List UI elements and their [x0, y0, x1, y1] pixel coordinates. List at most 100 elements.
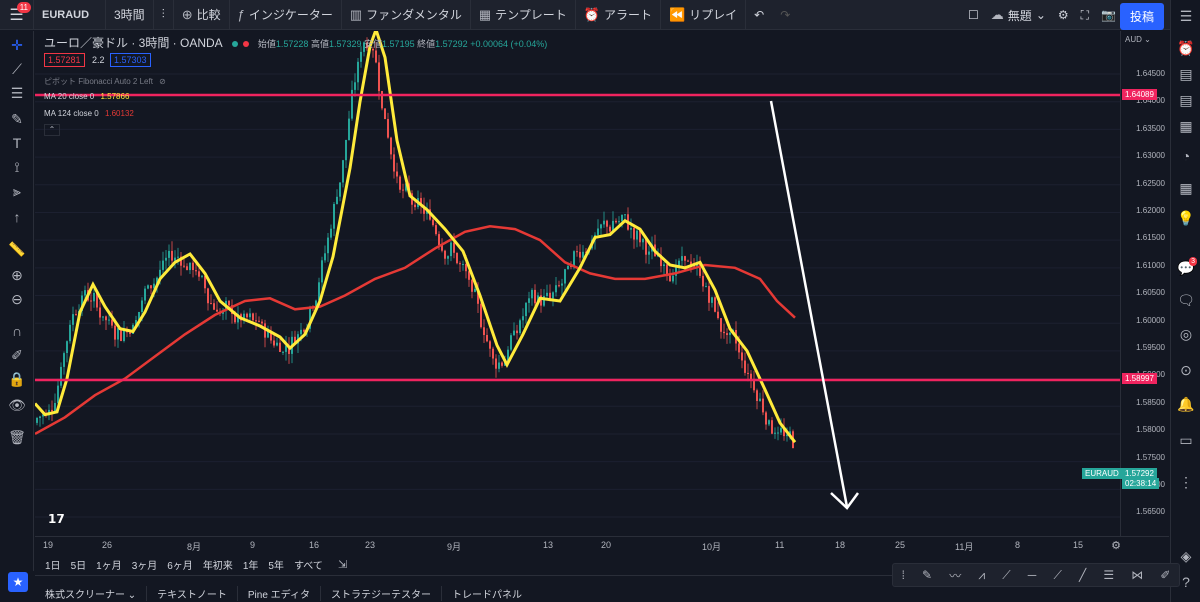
fullscreen-button[interactable]: ⛶ [1075, 0, 1095, 30]
bottom-tab[interactable]: トレードパネル [440, 585, 532, 601]
ma124-indicator-label[interactable]: MA 124 close 0 1.60132 [44, 109, 134, 118]
trend-line-icon[interactable]: ⟋ [1053, 567, 1062, 582]
pattern-icon[interactable]: ⟟ [14, 159, 20, 175]
layout-toggle-button[interactable]: ☐ [962, 0, 985, 30]
cloud-icon: ☁ [990, 7, 1004, 22]
low-label: 安値 [364, 39, 383, 49]
ideas-icon[interactable]: 💡 [1177, 210, 1195, 226]
range-button[interactable]: 1ヶ月 [96, 561, 122, 572]
range-button[interactable]: 5年 [268, 561, 284, 572]
undo-button[interactable]: ↶ [746, 0, 772, 30]
fundamentals-button[interactable]: ▥ ファンダメンタル [342, 0, 471, 30]
resistance-price-tag[interactable]: 1.64089 [1122, 89, 1157, 100]
elliott-wave-icon[interactable]: 〰 [949, 568, 962, 583]
brush-icon[interactable]: ✎ [11, 111, 23, 127]
magnet-icon[interactable]: ∩ [11, 323, 23, 339]
range-button[interactable]: 5日 [70, 561, 87, 572]
star-icon[interactable]: ★ [8, 572, 28, 592]
axis-settings-icon[interactable]: ⚙ [1111, 540, 1121, 552]
bottom-tab[interactable]: テキストノート [146, 585, 237, 601]
pen-icon[interactable]: ✐ [1160, 568, 1171, 582]
watchlist-icon[interactable]: ☰ [1179, 8, 1193, 24]
alert-button[interactable]: ⏰ アラート [576, 0, 661, 30]
text-icon[interactable]: T [12, 135, 22, 151]
zoom-in-icon[interactable]: ⊕ [11, 267, 23, 283]
menu-button[interactable]: ☰ 11 [0, 0, 34, 30]
snapshot-button[interactable]: 📷 [1095, 0, 1122, 30]
zoom-out-icon[interactable]: ⊖ [11, 291, 23, 307]
layers-icon[interactable]: ◈ [1180, 548, 1192, 564]
range-button[interactable]: すべて [293, 561, 323, 572]
calendar-icon[interactable]: ▦ [1179, 118, 1193, 134]
hotlist-icon[interactable]: ▤ [1179, 92, 1193, 108]
redo-button[interactable]: ↷ [772, 0, 798, 30]
crosshair-icon[interactable]: ✛ [11, 37, 23, 53]
chart-style-button[interactable]: ⫶ [154, 0, 174, 30]
chat-icon[interactable]: 💬 3 [1177, 257, 1197, 276]
order-panel-icon[interactable]: ▭ [1179, 432, 1193, 448]
dom-icon[interactable]: ⋮ [1179, 474, 1193, 490]
price-chart[interactable] [35, 31, 1120, 536]
collapse-legend-button[interactable]: ⌃ [44, 124, 60, 136]
help-icon[interactable]: ? [1182, 574, 1190, 590]
publish-button[interactable]: 投稿 [1119, 3, 1164, 30]
messages-icon[interactable]: 🗨 [1177, 292, 1195, 308]
settings-button[interactable]: ⚙ [1052, 0, 1075, 30]
pitchfork-icon[interactable]: ⋈ [1131, 568, 1144, 582]
ma20-indicator-label[interactable]: MA 20 close 0 1.57866 [44, 92, 129, 101]
current-price-tag[interactable]: 1.57292 [1122, 468, 1157, 479]
bottom-tab[interactable]: Pine エディタ [236, 585, 320, 601]
forecast-icon[interactable]: ⫸ [13, 183, 21, 199]
calculator-icon[interactable]: ▦ [1179, 180, 1193, 196]
bottom-tab[interactable]: ストラテジーテスター [319, 585, 441, 601]
bottom-tab[interactable]: 株式スクリーナー ⌄ [45, 589, 137, 601]
bid-price-box[interactable]: 1.57281 [44, 53, 85, 67]
currency-selector[interactable]: AUD ⌄ [1125, 35, 1151, 44]
time-axis[interactable]: ⚙ 19 26 8月 9 16 23 9月 13 20 10月 11 18 25 11月 8 15 [35, 536, 1169, 554]
stream-icon[interactable]: ⊙ [1180, 362, 1192, 378]
symbol-search[interactable]: EURAUD [34, 0, 106, 30]
abcd-pattern-icon[interactable]: ⩘ [978, 567, 986, 582]
pencil-lock-icon[interactable]: ✐ [11, 347, 23, 363]
eye-icon[interactable]: 👁 [8, 397, 26, 413]
trend-line-icon[interactable]: ⟋ [12, 61, 22, 77]
indicators-button[interactable]: ƒ インジケーター [230, 0, 342, 30]
candle-body [204, 275, 206, 289]
range-button[interactable]: 3ヶ月 [131, 561, 158, 572]
price-axis[interactable]: AUD ⌄ 1.64500 1.64000 1.63500 1.63000 1.6250… [1120, 31, 1169, 536]
horizontal-ray-icon[interactable]: ─ [1027, 568, 1037, 582]
fib-lines-icon[interactable]: ☰ [10, 85, 24, 101]
layout-name-button[interactable]: ☁ 無題 ⌄ [985, 0, 1052, 30]
headset-icon[interactable]: ◎ [1179, 326, 1193, 342]
brush-icon[interactable]: ✎ [922, 568, 933, 582]
support-price-tag[interactable]: 1.58997 [1122, 373, 1157, 384]
data-window-icon[interactable]: ▤ [1179, 66, 1193, 82]
pie-chart-icon[interactable]: ◔ [1181, 148, 1191, 164]
candle-body [171, 250, 173, 261]
range-button[interactable]: 年初来 [202, 561, 233, 572]
fib-retracement-icon[interactable]: ☰ [1103, 568, 1115, 582]
ruler-icon[interactable]: 📏 [8, 241, 26, 257]
range-button[interactable]: 1日 [45, 561, 61, 572]
candle-body [129, 332, 131, 334]
alerts-icon[interactable]: ⏰ [1177, 40, 1195, 56]
extended-line-icon[interactable]: ╱ [1078, 568, 1087, 582]
drag-handle-icon[interactable]: ⁞ [901, 568, 905, 582]
ask-price-box[interactable]: 1.57303 [110, 53, 151, 67]
bar-countdown-tag[interactable]: 02:38:14 [1122, 478, 1160, 489]
pivot-indicator-label[interactable]: ピボット Fibonacci Auto 2 Left ⊘ [44, 76, 166, 87]
lock-icon[interactable]: 🔒 [8, 371, 26, 387]
range-button[interactable]: 6ヶ月 [167, 561, 193, 572]
compare-button[interactable]: ⊕ 比較 [174, 0, 230, 30]
go-to-date-icon[interactable]: ⇲ [338, 559, 348, 571]
ray-icon[interactable]: ⟋ [1002, 567, 1011, 582]
arrow-up-icon[interactable]: ↑ [13, 209, 21, 225]
notifications-icon[interactable]: 🔔 [1177, 396, 1195, 412]
low-value: 1.57195 [382, 39, 415, 49]
interval-button[interactable]: 3時間 [106, 0, 154, 30]
trash-icon[interactable]: 🗑 [8, 429, 26, 445]
replay-button[interactable]: ⏪ リプレイ [661, 0, 747, 30]
templates-button[interactable]: ▦ テンプレート [471, 0, 576, 30]
range-button[interactable]: 1年 [242, 561, 259, 572]
candle-body [390, 137, 392, 155]
